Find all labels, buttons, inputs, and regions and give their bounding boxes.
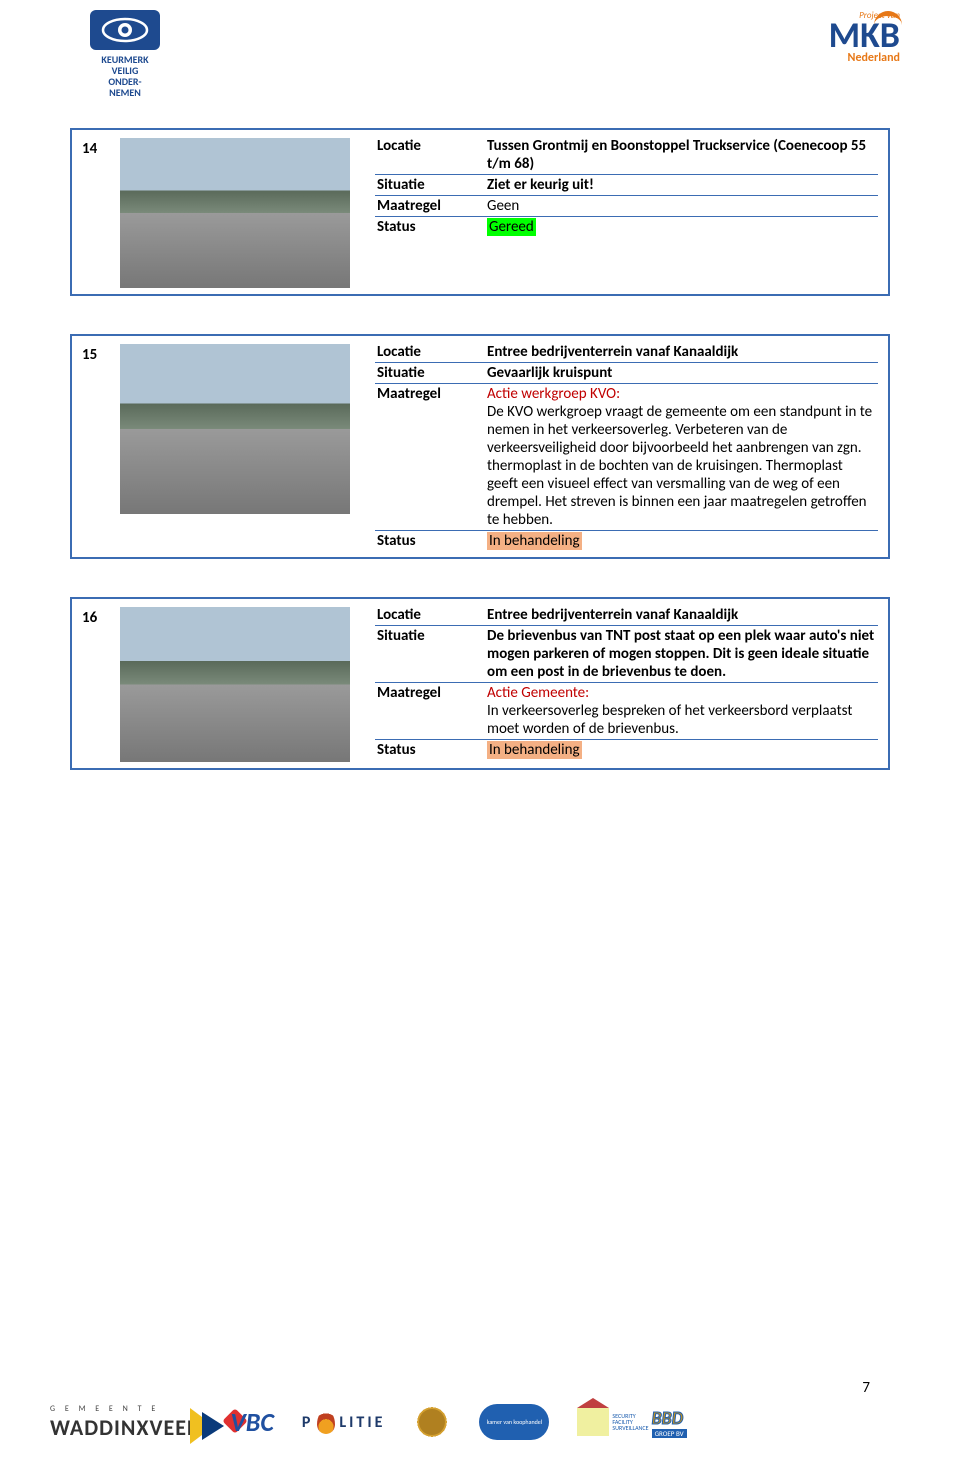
entry-number: 14 xyxy=(78,136,120,288)
content-area: 14LocatieTussen Grontmij en Boonstoppel … xyxy=(0,108,960,770)
entry-details: LocatieTussen Grontmij en Boonstoppel Tr… xyxy=(355,136,882,288)
kvk-text: kamer van koophandel xyxy=(487,1419,542,1426)
row-value: Ziet er keurig uit! xyxy=(485,175,878,196)
crest-logo xyxy=(413,1403,451,1441)
row-key: Maatregel xyxy=(375,384,485,531)
bbd-logo: SECURITY FACILITY SURVEILLANCE BBD GROEP… xyxy=(577,1407,686,1438)
keurmerk-text: KEURMERK VEILIG ONDER- NEMEN xyxy=(101,54,148,98)
politie-logo: P LITIE xyxy=(302,1410,386,1434)
row-value: In behandeling xyxy=(485,740,878,761)
row-value: De brievenbus van TNT post staat op een … xyxy=(485,626,878,683)
row-key: Locatie xyxy=(375,342,485,363)
entry-block: 14 LocatieTussen Grontmij en Boonstoppel … xyxy=(70,128,890,296)
eye-icon xyxy=(90,10,160,50)
row-value: Entree bedrijventerrein vanaf Kanaaldijk xyxy=(485,605,878,626)
row-key: Situatie xyxy=(375,363,485,384)
details-table: LocatieEntree bedrijventerrein vanaf Kan… xyxy=(375,605,878,760)
entry-block: 16 LocatieEntree bedrijventerrein vanaf K… xyxy=(70,597,890,770)
status-badge: Gereed xyxy=(487,218,536,236)
groep-text: GROEP BV xyxy=(652,1429,687,1438)
entry-block: 15 LocatieEntree bedrijventerrein vanaf K… xyxy=(70,334,890,559)
bbd-text: BBD xyxy=(652,1407,687,1429)
row-key: Situatie xyxy=(375,175,485,196)
entry-photo xyxy=(120,605,355,762)
row-value: Gereed xyxy=(485,217,878,238)
table-row: SituatieDe brievenbus van TNT post staat… xyxy=(375,626,878,683)
status-badge: In behandeling xyxy=(487,532,582,550)
entry-details: LocatieEntree bedrijventerrein vanaf Kan… xyxy=(355,342,882,551)
page-number: 7 xyxy=(50,1379,910,1403)
kvk-logo: kamer van koophandel xyxy=(479,1404,549,1440)
table-row: MaatregelGeen xyxy=(375,196,878,217)
page-header: KEURMERK VEILIG ONDER- NEMEN Project van… xyxy=(0,0,960,108)
row-key: Status xyxy=(375,531,485,552)
mkb-text: MKB xyxy=(829,19,900,51)
table-row: LocatieTussen Grontmij en Boonstoppel Tr… xyxy=(375,136,878,175)
entry-number: 16 xyxy=(78,605,120,762)
row-value: Actie Gemeente:In verkeersoverleg bespre… xyxy=(485,683,878,740)
action-label: Actie werkgroep KVO: xyxy=(487,385,876,403)
row-value: Tussen Grontmij en Boonstoppel Truckserv… xyxy=(485,136,878,175)
waddinxveen-logo: G E M E E N T E WADDINXVEEN xyxy=(50,1404,202,1441)
row-key: Maatregel xyxy=(375,683,485,740)
vbc-logo: VBC xyxy=(230,1406,273,1438)
keurmerk-logo: KEURMERK VEILIG ONDER- NEMEN xyxy=(80,10,170,98)
table-row: StatusIn behandeling xyxy=(375,531,878,552)
house-icon xyxy=(577,1408,609,1436)
table-row: SituatieGevaarlijk kruispunt xyxy=(375,363,878,384)
photo-placeholder xyxy=(120,607,350,762)
row-value: Geen xyxy=(485,196,878,217)
entry-photo xyxy=(120,342,355,551)
table-row: StatusGereed xyxy=(375,217,878,238)
value-text: De KVO werkgroep vraagt de gemeente om e… xyxy=(487,403,876,529)
table-row: LocatieEntree bedrijventerrein vanaf Kan… xyxy=(375,605,878,626)
bbd-labels: SECURITY FACILITY SURVEILLANCE xyxy=(612,1413,648,1431)
table-row: SituatieZiet er keurig uit! xyxy=(375,175,878,196)
photo-placeholder xyxy=(120,344,350,514)
gemeente-label: G E M E E N T E xyxy=(50,1404,202,1414)
table-row: StatusIn behandeling xyxy=(375,740,878,761)
table-row: MaatregelActie werkgroep KVO:De KVO werk… xyxy=(375,384,878,531)
row-value: Entree bedrijventerrein vanaf Kanaaldijk xyxy=(485,342,878,363)
value-text: In verkeersoverleg bespreken of het verk… xyxy=(487,702,876,738)
row-key: Maatregel xyxy=(375,196,485,217)
details-table: LocatieEntree bedrijventerrein vanaf Kan… xyxy=(375,342,878,551)
row-key: Locatie xyxy=(375,605,485,626)
footer-logos: G E M E E N T E WADDINXVEEN VBC P LITIE … xyxy=(50,1403,910,1441)
row-key: Status xyxy=(375,740,485,761)
details-table: LocatieTussen Grontmij en Boonstoppel Tr… xyxy=(375,136,878,237)
page-footer: 7 G E M E E N T E WADDINXVEEN VBC P LITI… xyxy=(0,1379,960,1461)
row-key: Locatie xyxy=(375,136,485,175)
flame-icon xyxy=(317,1410,335,1434)
row-key: Status xyxy=(375,217,485,238)
status-badge: In behandeling xyxy=(487,741,582,759)
mkb-logo: Project van MKB Nederland xyxy=(829,10,900,65)
photo-placeholder xyxy=(120,138,350,288)
entry-photo xyxy=(120,136,355,288)
action-label: Actie Gemeente: xyxy=(487,684,876,702)
row-value: Gevaarlijk kruispunt xyxy=(485,363,878,384)
entry-number: 15 xyxy=(78,342,120,551)
row-key: Situatie xyxy=(375,626,485,683)
row-value: Actie werkgroep KVO:De KVO werkgroep vra… xyxy=(485,384,878,531)
entry-details: LocatieEntree bedrijventerrein vanaf Kan… xyxy=(355,605,882,762)
table-row: LocatieEntree bedrijventerrein vanaf Kan… xyxy=(375,342,878,363)
row-value: In behandeling xyxy=(485,531,878,552)
town-name: WADDINXVEEN xyxy=(50,1414,202,1441)
table-row: MaatregelActie Gemeente:In verkeersoverl… xyxy=(375,683,878,740)
